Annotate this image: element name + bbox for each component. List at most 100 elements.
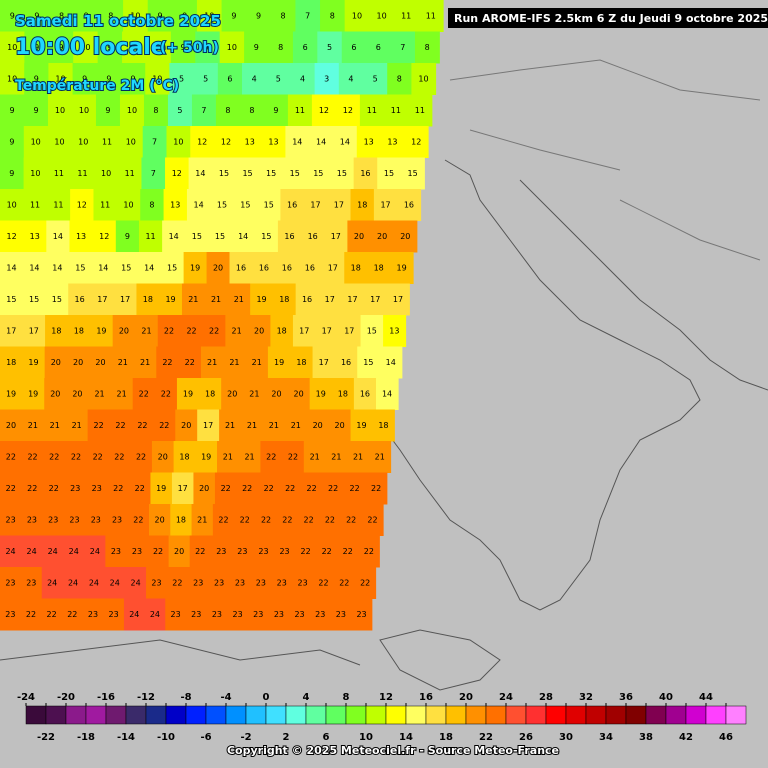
temp-value: 21 [331, 452, 341, 461]
temp-cell [47, 94, 73, 127]
colorbar-label: -14 [117, 732, 135, 743]
temp-value: 12 [77, 200, 87, 209]
temp-value: 20 [158, 452, 168, 461]
temp-cell [42, 504, 65, 536]
temp-value: 23 [109, 610, 119, 619]
temp-cell [127, 504, 150, 536]
temp-cell [319, 504, 342, 536]
temp-cell [96, 63, 122, 95]
temp-cell [347, 441, 370, 473]
colorbar-label: 34 [599, 732, 613, 743]
temp-cell [91, 252, 116, 284]
temp-value: 22 [325, 515, 335, 524]
temp-value: 16 [236, 263, 246, 272]
temp-cell [414, 31, 440, 64]
temp-cell [103, 598, 125, 631]
temp-cell [397, 189, 422, 221]
temp-cell [363, 283, 388, 316]
temp-value: 7 [152, 137, 157, 146]
temp-cell [146, 567, 168, 599]
temp-cell [112, 315, 136, 347]
temp-cell [147, 535, 170, 568]
temp-cell [43, 441, 66, 473]
colorbar-label: -10 [157, 732, 175, 743]
temp-cell [322, 472, 345, 505]
temp-value: 24 [90, 547, 100, 556]
temp-cell [369, 0, 395, 32]
temp-cell [168, 535, 191, 568]
temp-value: 14 [238, 232, 248, 241]
temp-cell [117, 157, 142, 190]
temp-value: 21 [223, 452, 233, 461]
temp-cell [181, 283, 206, 316]
temp-value: 11 [401, 11, 411, 20]
temp-cell [145, 63, 170, 95]
temp-cell [0, 126, 25, 158]
temp-value: 9 [33, 106, 38, 115]
colorbar-box [65, 705, 87, 725]
temp-value: 18 [51, 326, 61, 335]
temp-cell [85, 472, 108, 505]
temp-value: 22 [153, 547, 163, 556]
temp-value: 17 [344, 326, 354, 335]
temp-value: 9 [105, 106, 110, 115]
temp-value: 7 [151, 169, 156, 178]
temp-value: 6 [227, 74, 232, 83]
temp-cell [122, 31, 147, 64]
temp-cell [104, 567, 126, 599]
temp-cell [357, 346, 381, 379]
temp-cell [166, 126, 191, 158]
temp-value: 17 [120, 295, 130, 304]
temp-cell [370, 220, 395, 253]
temp-value: 15 [29, 295, 39, 304]
temp-value: 22 [115, 421, 125, 430]
temp-value: 5 [327, 43, 332, 52]
temp-value: 12 [6, 232, 16, 241]
temp-value: 11 [125, 169, 135, 178]
temp-value: 21 [249, 389, 259, 398]
temp-value: 12 [221, 137, 231, 146]
temp-value: 9 [34, 43, 39, 52]
temp-value: 23 [294, 610, 304, 619]
temp-value: 19 [256, 295, 266, 304]
colorbar-label: 22 [479, 732, 493, 743]
temp-cell [175, 409, 198, 442]
temp-value: 21 [247, 421, 257, 430]
temp-value: 22 [93, 452, 103, 461]
temp-value: 7 [305, 11, 310, 20]
temp-cell [311, 94, 337, 127]
temp-cell [373, 189, 398, 221]
temp-value: 10 [80, 43, 90, 52]
temp-cell [23, 220, 47, 253]
temp-value: 17 [178, 484, 188, 493]
temp-cell [292, 315, 316, 347]
temp-cell [137, 252, 162, 284]
temp-cell [47, 157, 72, 190]
temp-cell [393, 220, 418, 253]
temp-value: 11 [145, 232, 155, 241]
temp-value: 22 [27, 484, 37, 493]
temp-cell [0, 0, 26, 32]
temp-value: 7 [205, 43, 210, 52]
temp-value: 8 [249, 106, 254, 115]
temp-value: 16 [404, 200, 414, 209]
temp-value: 23 [256, 578, 266, 587]
temp-cell [347, 220, 372, 253]
temp-cell [341, 31, 367, 64]
temp-value: 9 [106, 74, 111, 83]
temp-cell [190, 126, 215, 158]
temp-cell [126, 535, 149, 568]
temp-value: 18 [179, 452, 189, 461]
temp-value: 9 [9, 169, 14, 178]
temp-cell [367, 252, 391, 284]
temp-value: 10 [7, 200, 17, 209]
temp-cell [0, 378, 23, 410]
temp-cell [200, 346, 224, 379]
temp-cell [234, 504, 256, 536]
temp-value: 22 [322, 547, 332, 556]
temp-cell [210, 189, 235, 221]
temp-value: 22 [133, 515, 143, 524]
temp-value: 15 [240, 200, 250, 209]
colorbar-label: 16 [419, 692, 433, 703]
